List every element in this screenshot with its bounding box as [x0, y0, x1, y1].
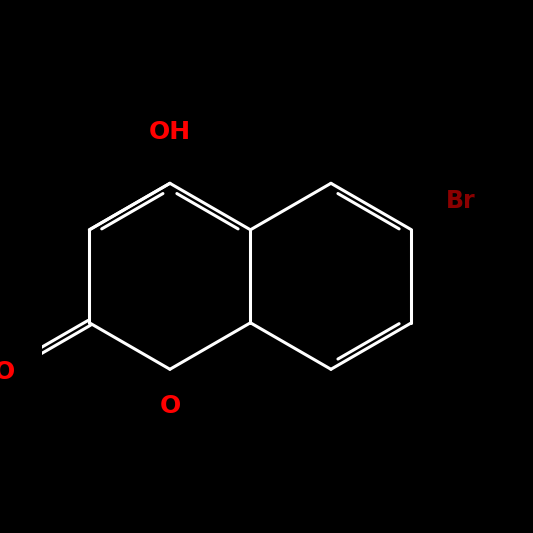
Text: Br: Br	[446, 189, 475, 213]
Text: OH: OH	[149, 120, 191, 144]
Text: O: O	[159, 394, 181, 418]
Text: O: O	[0, 360, 15, 384]
